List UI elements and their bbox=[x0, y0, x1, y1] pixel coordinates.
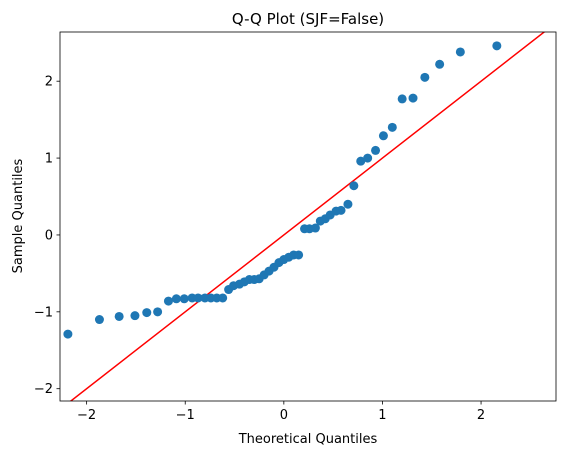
data-point bbox=[63, 329, 73, 339]
data-point bbox=[294, 250, 304, 260]
data-point bbox=[142, 308, 152, 318]
data-point bbox=[153, 307, 163, 317]
x-tick-label: 1 bbox=[378, 408, 386, 423]
data-point bbox=[94, 315, 104, 325]
data-point bbox=[363, 153, 373, 163]
data-point bbox=[130, 311, 140, 321]
chart-title: Q-Q Plot (SJF=False) bbox=[232, 10, 384, 28]
y-tick-label: 1 bbox=[45, 152, 53, 167]
data-point bbox=[371, 145, 381, 155]
data-point bbox=[218, 293, 228, 303]
axes-frame bbox=[59, 31, 557, 402]
data-point bbox=[163, 296, 173, 306]
data-point bbox=[455, 47, 465, 57]
data-point bbox=[349, 181, 359, 191]
y-tick-label: 2 bbox=[45, 75, 53, 90]
x-tick-label: −1 bbox=[176, 408, 195, 423]
data-point bbox=[310, 223, 320, 233]
data-point bbox=[343, 199, 353, 209]
data-point bbox=[435, 59, 445, 69]
data-point bbox=[114, 311, 124, 321]
x-tick-label: −2 bbox=[77, 408, 96, 423]
y-tick-label: −1 bbox=[34, 305, 53, 320]
y-tick-label: 0 bbox=[45, 228, 53, 243]
data-point bbox=[420, 72, 430, 82]
y-tick-label: −2 bbox=[34, 382, 53, 397]
data-point bbox=[408, 93, 418, 103]
data-point bbox=[171, 294, 181, 304]
x-tick-label: 2 bbox=[477, 408, 485, 423]
x-tick-label: 0 bbox=[280, 408, 288, 423]
x-axis-label: Theoretical Quantiles bbox=[238, 432, 378, 447]
data-point bbox=[492, 41, 502, 51]
y-axis-label: Sample Quantiles bbox=[11, 158, 26, 273]
data-point bbox=[397, 94, 407, 104]
data-point bbox=[336, 205, 346, 215]
data-point bbox=[387, 122, 397, 132]
data-point bbox=[179, 294, 189, 304]
data-point bbox=[193, 293, 203, 303]
data-point bbox=[356, 156, 366, 166]
data-point bbox=[378, 131, 388, 141]
